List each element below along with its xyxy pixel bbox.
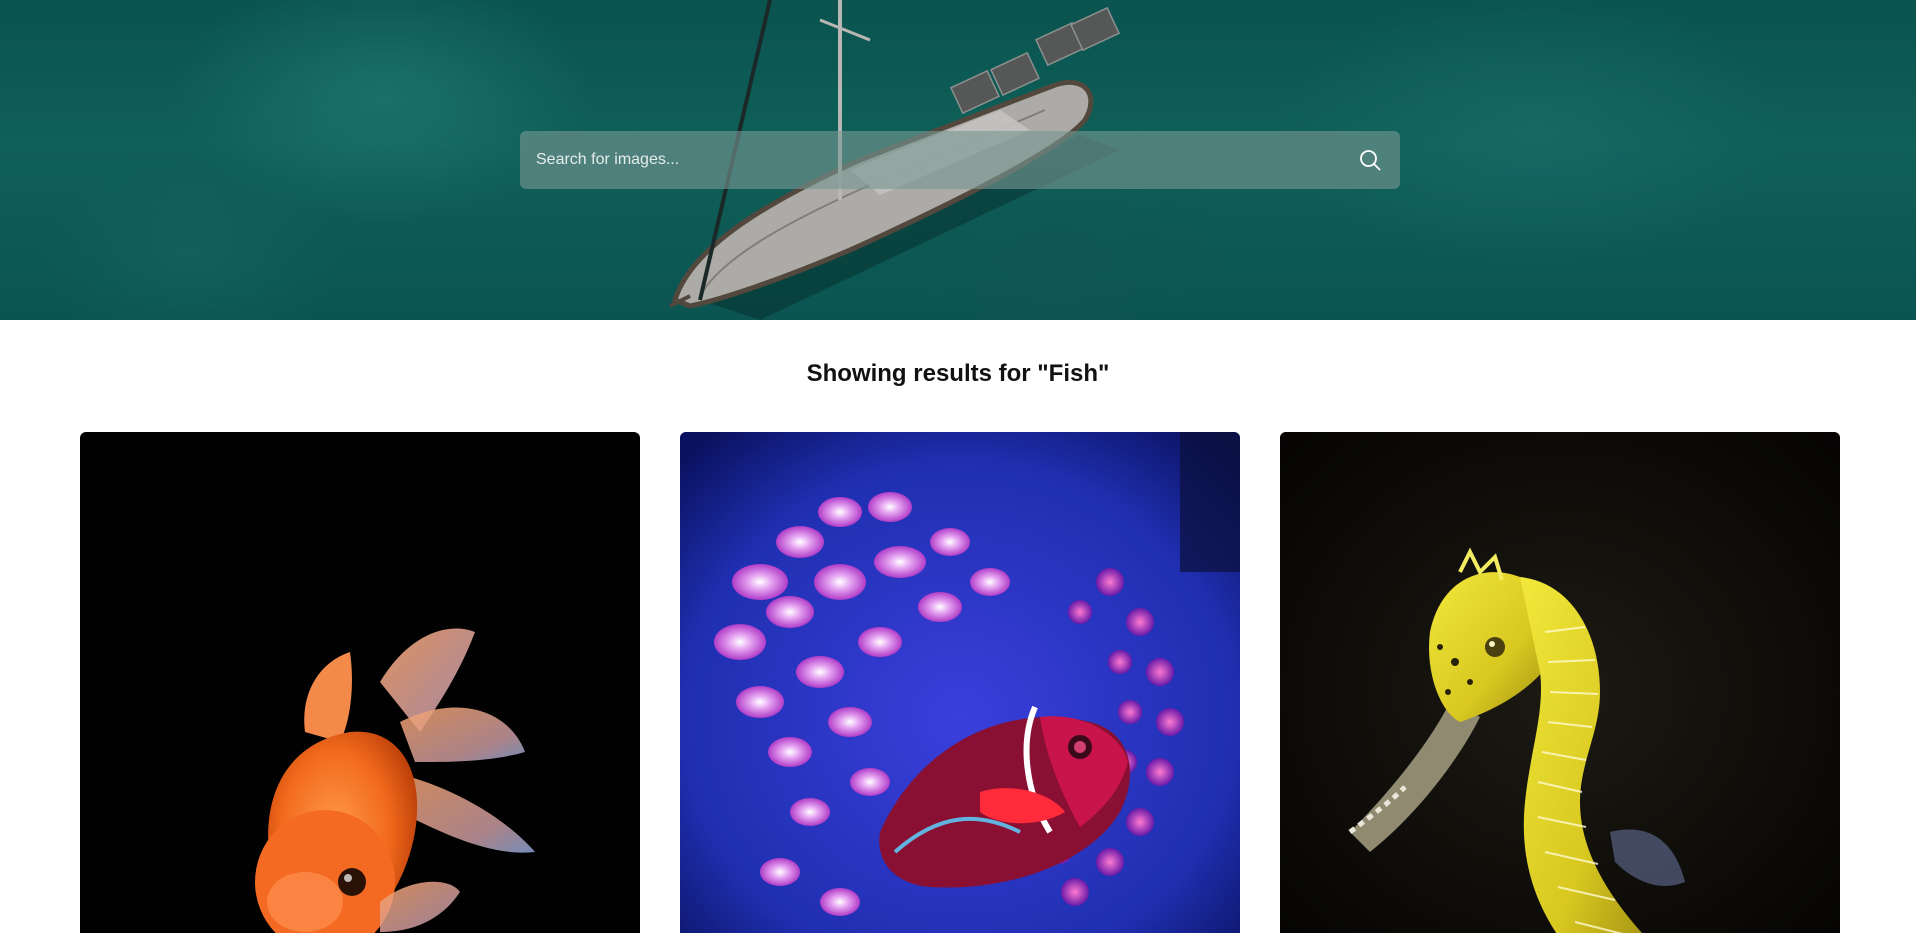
- results-heading: Showing results for "Fish": [806, 360, 1110, 387]
- goldfish-image: [255, 628, 535, 933]
- result-image-seahorse[interactable]: [1280, 432, 1840, 933]
- hero-banner: [0, 0, 1916, 320]
- search-icon[interactable]: [1356, 146, 1384, 174]
- search-input[interactable]: [536, 131, 1356, 189]
- result-image-goldfish[interactable]: [80, 432, 640, 933]
- seahorse-image: [1280, 432, 1840, 933]
- results-grid: [80, 432, 1840, 933]
- clownfish-image: [680, 432, 1240, 933]
- result-image-clownfish[interactable]: [680, 432, 1240, 933]
- search-bar: [520, 131, 1400, 189]
